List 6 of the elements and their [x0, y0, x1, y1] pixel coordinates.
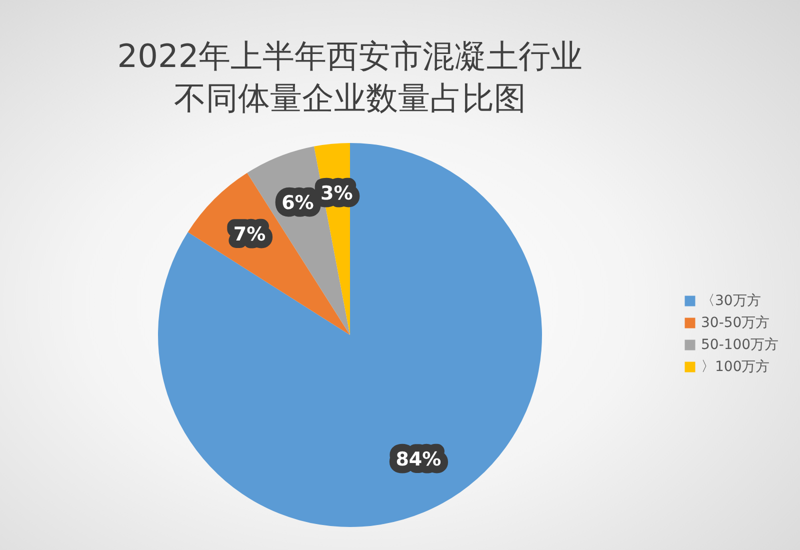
- legend-label: 30-50万方: [701, 315, 770, 331]
- legend-label: 〈30万方: [701, 293, 761, 309]
- legend-label: 〉100万方: [701, 359, 770, 375]
- legend-label: 50-100万方: [701, 337, 779, 353]
- pie-slice: [158, 143, 542, 527]
- chart-title: 2022年上半年西安市混凝土行业不同体量企业数量占比图: [117, 37, 583, 117]
